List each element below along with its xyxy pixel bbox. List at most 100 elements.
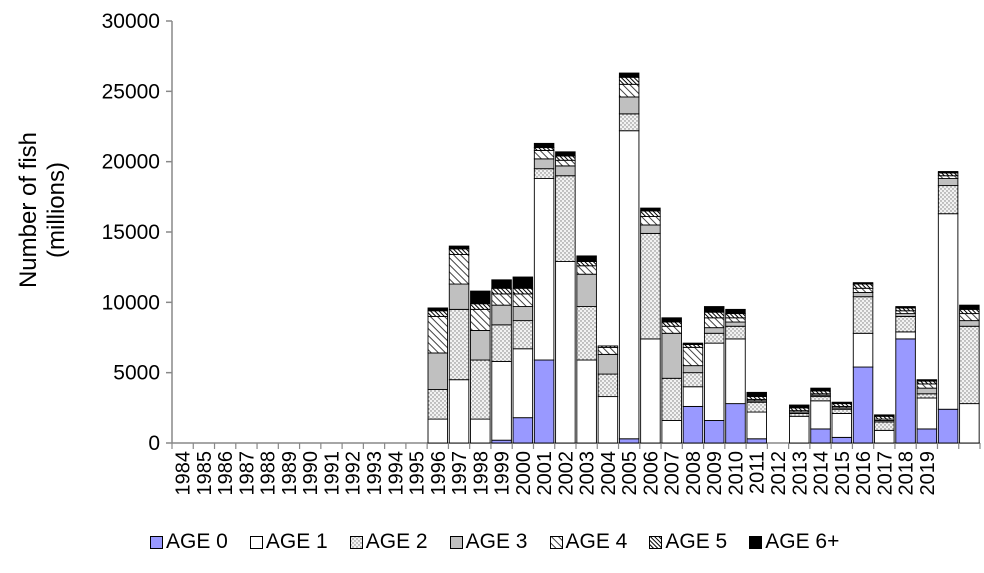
x-tick-label: 1991: [321, 451, 343, 496]
legend-label: AGE 1: [265, 530, 328, 553]
bar-segment: [895, 306, 916, 309]
legend-item: AGE 3: [449, 530, 528, 554]
bar-segment: [682, 405, 704, 444]
y-tick-label: 30000: [102, 10, 160, 33]
x-tick-label: 2006: [640, 451, 662, 496]
bar-segment: [448, 254, 470, 285]
bar-segment: [555, 151, 576, 157]
x-tick-label: 2000: [513, 451, 535, 496]
x-tick-label: 2004: [598, 451, 620, 496]
x-tick-label: 1993: [364, 451, 386, 496]
bar-segment: [555, 155, 576, 161]
bar-segment: [576, 261, 597, 267]
bar-segment: [661, 325, 682, 334]
x-tick-label: 1997: [449, 451, 471, 496]
bar-segment: [703, 317, 725, 329]
x-tick-label: 2019: [917, 451, 939, 496]
bar-segment: [703, 342, 725, 421]
bar-segment: [640, 216, 661, 226]
bar-segment: [533, 149, 555, 160]
x-tick-label: 2003: [577, 451, 599, 496]
bar-segment: [640, 207, 661, 212]
bar-segment: [555, 261, 576, 444]
bar-segment: [725, 325, 746, 340]
legend-swatch: [349, 535, 363, 549]
bar-segment: [916, 397, 938, 430]
bar-segment: [874, 414, 895, 417]
bar-segment: [555, 159, 576, 167]
bar-segment: [448, 245, 470, 250]
bar-segment: [661, 332, 682, 379]
legend-label: AGE 6+: [765, 530, 840, 553]
legend-swatch: [449, 535, 463, 549]
bar-segment: [533, 359, 555, 444]
bar-segment: [895, 331, 916, 340]
x-tick-label: 2016: [853, 451, 875, 496]
bar-segment: [682, 386, 704, 407]
x-tick-label: 2018: [896, 451, 918, 496]
bar-segment: [618, 83, 640, 98]
bar-segment: [916, 379, 938, 382]
bar-segment: [427, 307, 449, 312]
y-tick-label: 5000: [113, 362, 160, 385]
bar-segment: [959, 403, 980, 444]
bar-segment: [618, 96, 640, 115]
bar-segment: [916, 428, 938, 444]
legend-swatch: [749, 535, 763, 549]
bar-segment: [746, 438, 767, 444]
bar-segment: [533, 168, 555, 179]
bar-segment: [512, 287, 534, 295]
x-tick-label: 1989: [279, 451, 301, 496]
bar-segment: [470, 418, 491, 444]
bar-segment: [937, 185, 959, 215]
legend-label: AGE 4: [565, 530, 628, 553]
bar-segment: [448, 248, 470, 255]
legend-item: AGE 6+: [749, 530, 839, 554]
bar-segment: [576, 359, 597, 444]
bar-segment: [597, 353, 619, 375]
bar-segment: [470, 303, 491, 310]
x-tick-label: 1994: [385, 451, 407, 496]
bar-segment: [810, 400, 831, 430]
bar-segment: [618, 438, 640, 444]
bar-segment: [512, 276, 534, 289]
bar-segment: [959, 308, 980, 315]
bar-segment: [746, 411, 767, 440]
bar-stack-group: [427, 72, 980, 444]
legend-label: AGE 3: [465, 530, 528, 553]
bar-segment: [640, 232, 661, 340]
legend-item: AGE 1: [249, 530, 328, 554]
bar-segment: [512, 293, 534, 308]
bar-segment: [661, 321, 682, 327]
legend-label: AGE 5: [665, 530, 728, 553]
bar-segment: [682, 346, 704, 367]
bar-segment: [746, 401, 767, 413]
bar-segment: [512, 417, 534, 444]
bar-segment: [470, 308, 491, 331]
bar-segment: [682, 372, 704, 388]
bar-segment: [491, 293, 512, 306]
bar-segment: [682, 342, 704, 345]
bar-segment: [895, 315, 916, 333]
x-tick-label: 2009: [704, 451, 726, 496]
bar-segment: [618, 113, 640, 132]
bar-segment: [852, 283, 874, 289]
bar-segment: [725, 338, 746, 405]
bar-segment: [491, 324, 512, 362]
x-tick-label: 1998: [470, 451, 492, 496]
bar-segment: [533, 178, 555, 361]
bar-segment: [491, 287, 512, 295]
x-tick-label: 2001: [534, 451, 556, 496]
legend-swatch: [150, 535, 163, 549]
x-axis: 1984 1985 1986 1987 1988 1989 1990 1991 1992 1993…: [171, 442, 981, 496]
x-tick-label: 2017: [874, 451, 896, 496]
legend-item: AGE 0: [150, 530, 228, 554]
bar-segment: [852, 287, 874, 293]
legend-item: AGE 5: [649, 530, 727, 554]
bar-segment: [959, 313, 980, 322]
x-tick-label: 1985: [194, 451, 216, 496]
x-tick-label: 1988: [258, 451, 280, 496]
bar-segment: [682, 365, 704, 374]
bar-segment: [597, 373, 619, 398]
